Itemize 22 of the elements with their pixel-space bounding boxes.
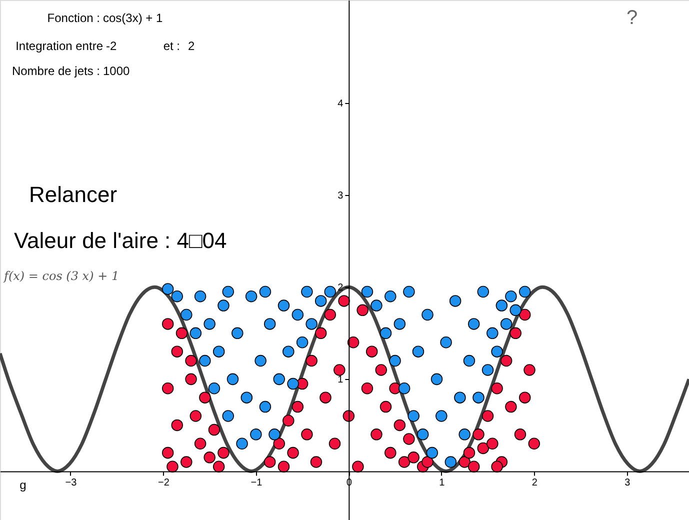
annotation: cos(3x) + 1 bbox=[103, 11, 164, 25]
annotation: -2 bbox=[106, 39, 117, 53]
annotation: 1000 bbox=[103, 64, 130, 78]
x-tick-label: −2 bbox=[158, 478, 170, 489]
text: f(x) = cos (3 x) + 1 bbox=[3, 269, 120, 284]
x-tick-label: 1 bbox=[439, 478, 446, 489]
annotation: Relancer bbox=[28, 182, 118, 207]
annotation: ? bbox=[626, 7, 638, 29]
x-tick-label: 2 bbox=[532, 478, 538, 489]
annotation: Fonction : bbox=[47, 11, 100, 25]
annotation: et : bbox=[163, 39, 180, 53]
x-tick-label: 3 bbox=[624, 478, 631, 489]
y-tick-label: 1 bbox=[338, 374, 344, 386]
x-tick-label: −1 bbox=[250, 478, 263, 489]
annotation: g bbox=[20, 478, 26, 492]
annotation: 2 bbox=[188, 39, 195, 53]
annotation: Integration entre bbox=[16, 39, 104, 53]
annotation: Valeur de l'aire : 4□04 bbox=[14, 228, 227, 253]
annotation: Nombre de jets : bbox=[12, 64, 100, 78]
y-tick-label: 4 bbox=[338, 98, 344, 110]
y-tick-label: 3 bbox=[338, 190, 344, 202]
x-tick-label: −3 bbox=[65, 478, 78, 489]
